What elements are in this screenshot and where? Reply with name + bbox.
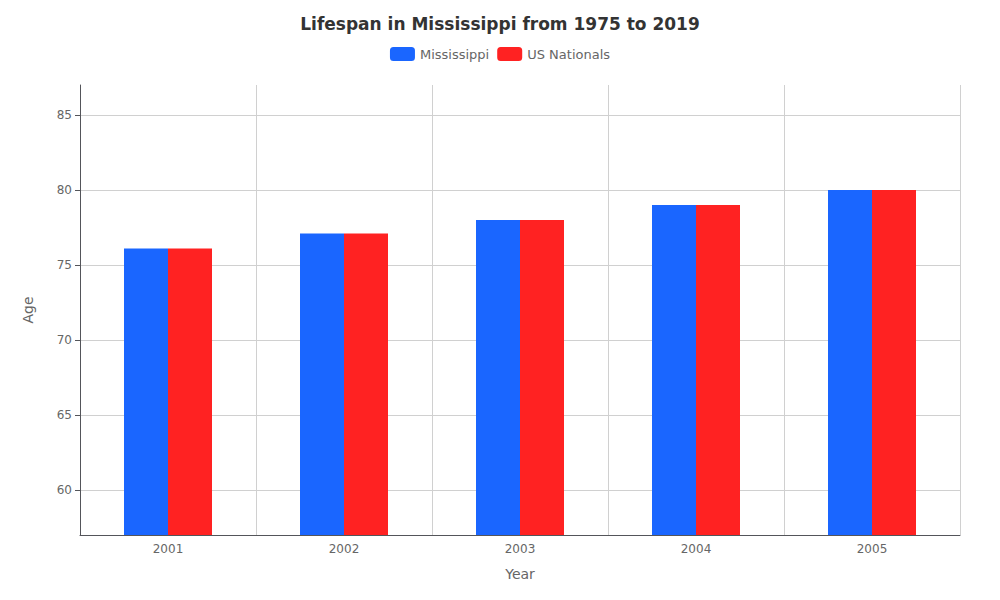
svg-text:85: 85 bbox=[57, 108, 72, 122]
svg-text:Year: Year bbox=[504, 566, 535, 582]
svg-text:2004: 2004 bbox=[681, 542, 712, 556]
svg-text:Lifespan in Mississippi from 1: Lifespan in Mississippi from 1975 to 201… bbox=[300, 14, 700, 34]
svg-text:2003: 2003 bbox=[505, 542, 536, 556]
svg-text:60: 60 bbox=[57, 483, 72, 497]
svg-text:75: 75 bbox=[57, 258, 72, 272]
svg-text:2005: 2005 bbox=[857, 542, 888, 556]
svg-text:US Nationals: US Nationals bbox=[527, 47, 610, 62]
svg-text:2001: 2001 bbox=[153, 542, 184, 556]
svg-text:Mississippi: Mississippi bbox=[420, 47, 489, 62]
svg-text:80: 80 bbox=[57, 183, 72, 197]
svg-text:65: 65 bbox=[57, 408, 72, 422]
svg-text:70: 70 bbox=[57, 333, 72, 347]
svg-text:2002: 2002 bbox=[329, 542, 360, 556]
svg-text:Age: Age bbox=[20, 296, 36, 323]
